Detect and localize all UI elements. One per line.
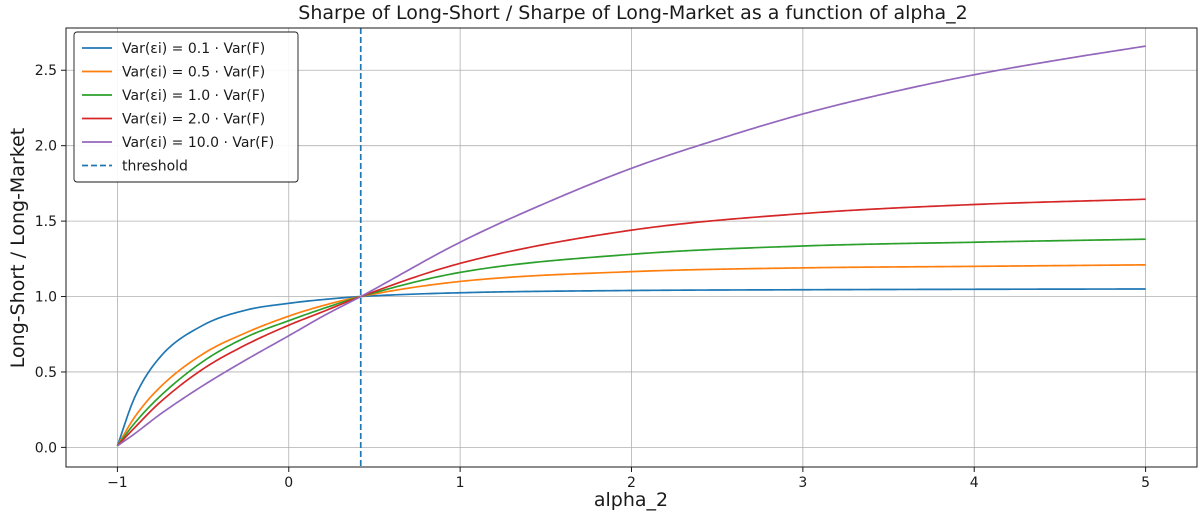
legend-label: Var(εi) = 0.1 · Var(F): [122, 41, 265, 57]
x-tick-label: 2: [627, 475, 636, 491]
series-line-4: [116, 198, 1146, 447]
y-tick-label: 0.5: [35, 365, 57, 381]
series-line-3: [116, 238, 1146, 447]
y-tick-label: 1.0: [35, 290, 57, 306]
x-tick-label: 4: [970, 475, 979, 491]
x-axis-label: alpha_2: [594, 489, 668, 511]
legend: Var(εi) = 0.1 · Var(F) Var(εi) = 0.5 · Va…: [73, 31, 299, 183]
legend-label: Var(εi) = 0.5 · Var(F): [122, 65, 265, 81]
series-line-5: [116, 45, 1146, 447]
series-line-2: [116, 264, 1146, 447]
y-tick-label: 2.5: [35, 63, 57, 79]
legend-box: [73, 31, 299, 183]
axis-ticks: −1 0 1 2 3 4 5 0.0 0.5 1.0 1.5 2.0 2.5: [35, 63, 1150, 491]
series-line-1: [116, 288, 1146, 447]
y-tick-label: 2.0: [35, 139, 57, 155]
legend-label: Var(εi) = 1.0 · Var(F): [122, 88, 265, 104]
x-tick-label: 0: [284, 475, 293, 491]
legend-label: Var(εi) = 10.0 · Var(F): [122, 135, 274, 151]
legend-label: threshold: [122, 159, 188, 175]
x-tick-label: 3: [798, 475, 807, 491]
x-tick-label: 1: [456, 475, 465, 491]
legend-label: Var(εi) = 2.0 · Var(F): [122, 112, 265, 128]
y-tick-label: 1.5: [35, 214, 57, 230]
y-axis-label: Long-Short / Long-Market: [7, 128, 29, 368]
chart-title: Sharpe of Long-Short / Sharpe of Long-Ma…: [298, 2, 967, 24]
x-tick-label: 5: [1141, 475, 1150, 491]
y-tick-label: 0.0: [35, 440, 57, 456]
series-layer: [116, 28, 1146, 467]
x-tick-label: −1: [107, 475, 128, 491]
